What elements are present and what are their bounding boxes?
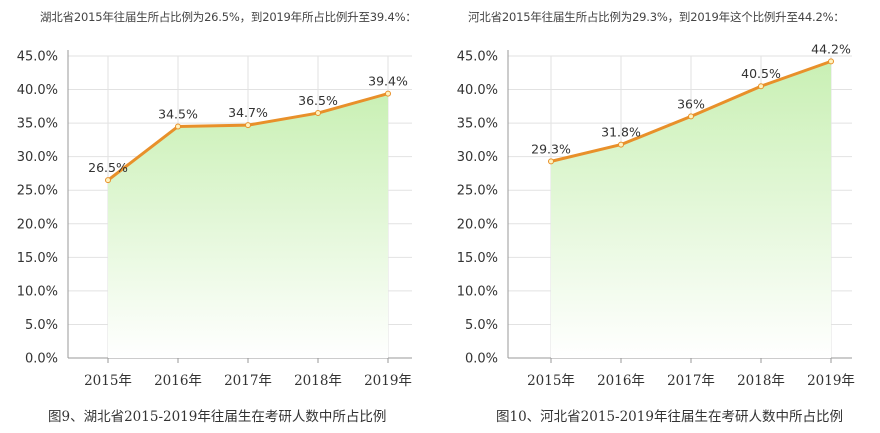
y-tick-label: 25.0%	[17, 184, 58, 199]
y-tick-label: 30.0%	[17, 150, 58, 165]
series-area	[108, 93, 388, 359]
data-point	[548, 158, 554, 165]
y-tick-label: 0.0%	[25, 352, 58, 367]
x-tick-label: 2016年	[597, 373, 645, 389]
data-label: 36.5%	[298, 93, 338, 108]
y-tick-label: 15.0%	[457, 251, 498, 266]
x-tick-label: 2017年	[667, 373, 715, 389]
data-point	[828, 58, 834, 65]
hubei-caption: 图9、湖北省2015-2019年往届生在考研人数中所占比例	[48, 409, 387, 425]
y-tick-label: 40.0%	[17, 83, 58, 98]
y-tick-label: 0.0%	[465, 352, 498, 367]
data-point	[105, 177, 111, 184]
y-tick-label: 45.0%	[457, 50, 498, 65]
hebei-caption: 图10、河北省2015-2019年往届生在考研人数中所占比例	[496, 409, 843, 425]
data-label: 26.5%	[88, 160, 128, 175]
y-tick-label: 15.0%	[17, 251, 58, 266]
data-label: 40.5%	[741, 66, 781, 81]
data-point	[315, 110, 321, 117]
x-tick-label: 2018年	[737, 373, 785, 389]
data-label: 31.8%	[601, 125, 641, 140]
hebei-panel: 河北省2015年往届生所占比例为29.3%，到2019年这个比例升至44.2%：…	[440, 0, 880, 433]
series-area	[551, 61, 831, 358]
y-tick-label: 30.0%	[457, 150, 498, 165]
x-tick-label: 2018年	[294, 373, 342, 389]
x-tick-label: 2019年	[364, 373, 412, 389]
y-tick-label: 45.0%	[17, 50, 58, 65]
y-tick-label: 10.0%	[17, 284, 58, 299]
y-tick-label: 20.0%	[457, 217, 498, 232]
data-label: 29.3%	[531, 141, 571, 156]
data-label: 39.4%	[368, 74, 408, 89]
y-tick-label: 5.0%	[465, 318, 498, 333]
x-tick-label: 2019年	[807, 373, 855, 389]
data-label: 44.2%	[811, 41, 851, 56]
hubei-area-chart: 0.0% 5.0% 10.0% 15.0% 20.0% 25.0% 30.0% 35.0% 40…	[17, 50, 412, 389]
data-point	[618, 141, 624, 148]
y-tick-label: 25.0%	[457, 184, 498, 199]
hubei-subtitle: 湖北省2015年往届生所占比例为26.5%，到2019年所占比例升至39.4%：	[40, 10, 417, 24]
hebei-subtitle: 河北省2015年往届生所占比例为29.3%，到2019年这个比例升至44.2%：	[468, 10, 845, 24]
y-tick-label: 35.0%	[457, 117, 498, 132]
x-tick-label: 2015年	[527, 373, 575, 389]
y-tick-label: 10.0%	[457, 284, 498, 299]
y-tick-label: 5.0%	[25, 318, 58, 333]
data-label: 34.7%	[228, 105, 268, 120]
y-tick-label: 35.0%	[17, 117, 58, 132]
data-point	[758, 83, 764, 90]
data-point	[385, 90, 391, 97]
data-point	[175, 123, 181, 130]
data-label: 36%	[677, 96, 705, 111]
y-tick-label: 20.0%	[17, 217, 58, 232]
x-tick-label: 2015年	[84, 373, 132, 389]
x-tick-label: 2016年	[154, 373, 202, 389]
y-tick-label: 40.0%	[457, 83, 498, 98]
data-label: 34.5%	[158, 106, 198, 121]
data-point	[245, 122, 251, 129]
hubei-panel: 湖北省2015年往届生所占比例为26.5%，到2019年所占比例升至39.4%：…	[17, 10, 417, 425]
data-point	[688, 113, 694, 120]
x-tick-label: 2017年	[224, 373, 272, 389]
hebei-area-chart: 0.0% 5.0% 10.0% 15.0% 20.0% 25.0% 30.0% 35.0% 40…	[457, 41, 855, 389]
